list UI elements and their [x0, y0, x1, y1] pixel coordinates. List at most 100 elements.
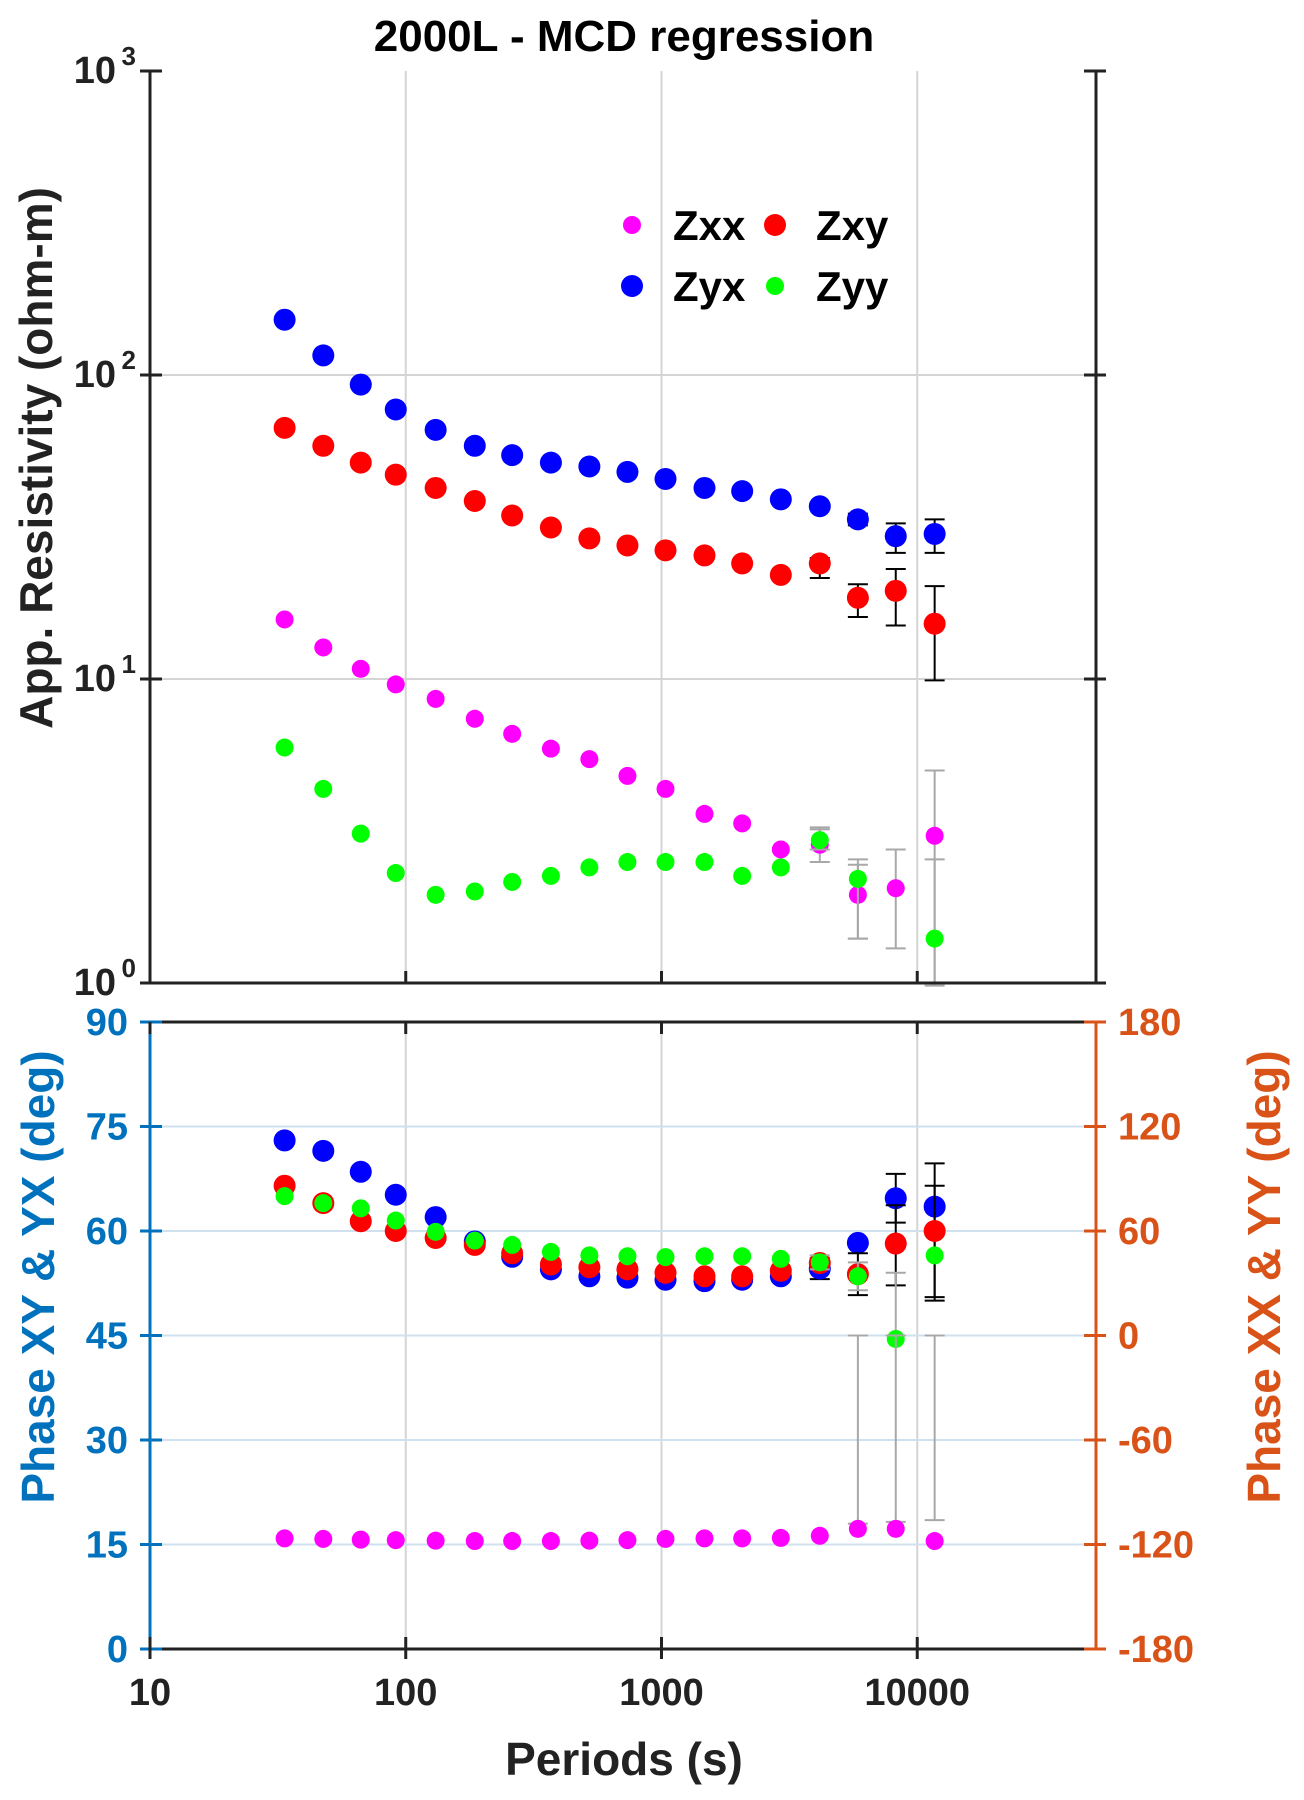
phase-zxy-point [731, 1265, 754, 1288]
phase-zyy-point [618, 1247, 637, 1266]
legend-label-zyy: Zyy [816, 263, 889, 310]
resistivity-zxx-point [925, 826, 944, 845]
resistivity-zyx-point [384, 398, 407, 421]
top-y-tick-label: 10 [74, 962, 116, 1004]
resistivity-zyx-point [424, 418, 447, 441]
legend-marker-zyy [766, 277, 784, 295]
phase-zyy-point [733, 1247, 752, 1266]
phase-zxx-point [426, 1531, 445, 1550]
phase-zxx-point [810, 1526, 829, 1545]
resistivity-zyx-point [312, 344, 335, 367]
phase-zxy-point [616, 1258, 639, 1281]
resistivity-zyx-point [769, 488, 792, 511]
phase-zyx-point [349, 1160, 372, 1183]
phase-zyy-point [810, 1253, 829, 1272]
resistivity-zyy-point [503, 872, 522, 891]
phase-zxx-point [618, 1531, 637, 1550]
phase-zxx-point [503, 1532, 522, 1551]
bottom-right-y-tick-label: -60 [1118, 1420, 1173, 1462]
resistivity-zxy-point [654, 539, 677, 562]
resistivity-zyy-point [580, 858, 599, 877]
resistivity-zxy-point [693, 544, 716, 567]
resistivity-zxx-point [695, 804, 714, 823]
phase-zyy-point [386, 1211, 405, 1230]
resistivity-zyy-point [275, 738, 294, 757]
phase-zyy-point [426, 1222, 445, 1241]
resistivity-zyx-point [273, 308, 296, 331]
resistivity-zyx-point [654, 467, 677, 490]
phase-zxx-point [733, 1529, 752, 1548]
resistivity-zxx-point [771, 840, 790, 859]
grid-lines [150, 71, 1096, 1649]
bottom-x-tick-label: 1000 [619, 1672, 704, 1714]
bottom-right-y-tick-label: 180 [1118, 1002, 1181, 1044]
resistivity-zxy-point [578, 527, 601, 550]
phase-zxx-point [656, 1529, 675, 1548]
resistivity-zyx-point [808, 495, 831, 518]
resistivity-zxx-point [733, 814, 752, 833]
top-y-axis-title: App. Resistivity (ohm-m) [10, 187, 62, 729]
bottom-right-y-tick-label: 60 [1118, 1211, 1160, 1253]
bottom-left-y-axis-title: Phase XY & YX (deg) [12, 1050, 64, 1503]
resistivity-zxx-point [656, 779, 675, 798]
phase-zyy-point [580, 1246, 599, 1265]
resistivity-zyy-point [618, 853, 637, 872]
phase-zyy-point [541, 1242, 560, 1261]
phase-zyy-point [314, 1194, 333, 1213]
axes [140, 69, 1106, 1659]
resistivity-zyy-point [733, 866, 752, 885]
phase-zyx-point [846, 1231, 869, 1254]
top-y-tick-label: 10 [74, 354, 116, 396]
resistivity-zxy-point [384, 463, 407, 486]
legend-marker-zxy [764, 214, 786, 236]
resistivity-zyy-point [810, 831, 829, 850]
phase-zyy-point [275, 1187, 294, 1206]
phase-zyy-point [656, 1248, 675, 1267]
phase-zyx-point [312, 1139, 335, 1162]
resistivity-zxy-point [349, 451, 372, 474]
resistivity-zyy-point [314, 779, 333, 798]
resistivity-zxy-point [273, 416, 296, 439]
resistivity-zyx-point [693, 476, 716, 499]
phase-zyy-point [351, 1199, 370, 1218]
resistivity-zyy-point [541, 866, 560, 885]
resistivity-zyx-point [501, 444, 524, 467]
phase-zyy-point [925, 1246, 944, 1265]
resistivity-zyy-point [426, 885, 445, 904]
phase-zxy-point [923, 1220, 946, 1242]
resistivity-zyy-point [656, 853, 675, 872]
bottom-x-tick-label: 10 [129, 1672, 171, 1714]
bottom-right-y-tick-label: 120 [1118, 1107, 1181, 1149]
top-y-tick-label-exp: 3 [122, 41, 136, 71]
x-axis-title: Periods (s) [505, 1733, 743, 1785]
bottom-right-y-tick-label: -120 [1118, 1525, 1194, 1567]
bottom-left-y-tick-label: 30 [86, 1420, 128, 1462]
bottom-x-tick-label: 100 [374, 1672, 437, 1714]
resistivity-zxx-point [426, 689, 445, 708]
resistivity-zxy-point [808, 552, 831, 575]
phase-zyy-point [771, 1249, 790, 1268]
phase-zxx-point [465, 1532, 484, 1551]
resistivity-zyx-point [463, 434, 486, 457]
resistivity-zxx-point [618, 766, 637, 785]
bottom-x-tick-label: 10000 [864, 1672, 970, 1714]
resistivity-zxx-point [351, 659, 370, 678]
labels: 2000L - MCD regression App. Resistivity … [10, 12, 1290, 1785]
legend-label-zyx: Zyx [673, 263, 746, 310]
resistivity-zyx-point [884, 525, 907, 548]
resistivity-zxy-point [463, 490, 486, 513]
phase-zyx-point [424, 1206, 447, 1229]
resistivity-zxx-point [886, 879, 905, 898]
phase-zxy-point [349, 1210, 372, 1233]
phase-zyx-point [273, 1129, 296, 1152]
phase-zxx-point [314, 1529, 333, 1548]
top-y-tick-label-base: 10 [74, 50, 116, 92]
resistivity-zxy-point [923, 612, 946, 635]
phase-zxx-point [275, 1529, 294, 1548]
legend-label-zxy: Zxy [816, 202, 889, 249]
top-y-tick-label-base: 10 [74, 354, 116, 396]
resistivity-zxy-point [424, 476, 447, 499]
top-y-tick-label-exp: 2 [122, 345, 136, 375]
resistivity-zxx-point [465, 709, 484, 728]
